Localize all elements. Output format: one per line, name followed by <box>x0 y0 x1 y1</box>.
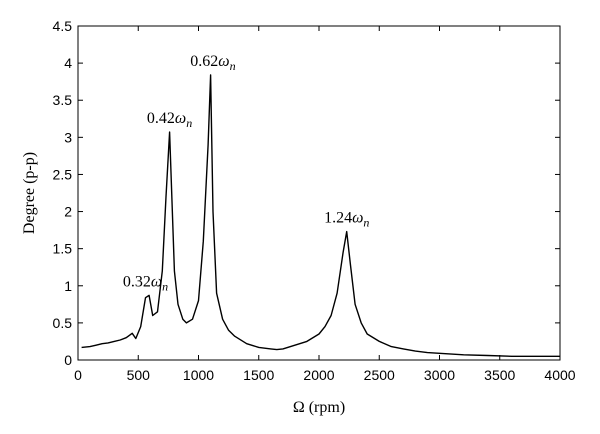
y-tick-label: 4.5 <box>53 18 73 34</box>
x-tick-label: 3000 <box>424 367 455 383</box>
x-tick-label: 3500 <box>484 367 515 383</box>
y-tick-label: 3.5 <box>53 92 73 108</box>
peak-annotation: 0.62ωn <box>190 53 235 73</box>
x-tick-label: 2000 <box>303 367 334 383</box>
y-axis-label: Degree (p-p) <box>21 152 38 234</box>
peak-annotation: 0.32ωn <box>123 273 168 293</box>
y-tick-label: 2 <box>64 204 72 220</box>
x-tick-label: 1500 <box>243 367 274 383</box>
y-axis-ticks: 0 0.5 1 1.5 2 2.5 3 3.5 4 4.5 <box>53 18 560 368</box>
y-tick-label: 2.5 <box>53 166 73 182</box>
y-tick-label: 4 <box>64 55 72 71</box>
x-tick-label: 0 <box>74 367 82 383</box>
x-tick-label: 2500 <box>364 367 395 383</box>
y-tick-label: 3 <box>64 129 72 145</box>
peak-annotations: 0.32ωn 0.42ωn 0.62ωn 1.24ωn <box>123 53 370 293</box>
peak-annotation: 0.42ωn <box>147 110 192 130</box>
y-tick-label: 0.5 <box>53 315 73 331</box>
y-tick-label: 0 <box>64 352 72 368</box>
series-line <box>81 74 560 357</box>
x-tick-label: 500 <box>127 367 151 383</box>
x-tick-label: 1000 <box>183 367 214 383</box>
y-tick-label: 1 <box>64 278 72 294</box>
x-tick-label: 4000 <box>544 367 575 383</box>
y-tick-label: 1.5 <box>53 241 73 257</box>
plot-frame <box>77 25 561 361</box>
x-axis-label: Ω (rpm) <box>293 399 345 416</box>
x-axis-ticks: 0 500 1000 1500 2000 2500 3000 3500 4000 <box>74 26 576 383</box>
peak-annotation: 1.24ωn <box>324 210 369 230</box>
